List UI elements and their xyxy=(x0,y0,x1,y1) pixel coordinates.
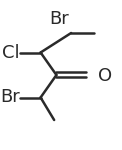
Text: Cl: Cl xyxy=(2,44,20,62)
Text: O: O xyxy=(98,67,112,85)
Text: Br: Br xyxy=(0,88,20,106)
Text: Br: Br xyxy=(49,11,69,28)
